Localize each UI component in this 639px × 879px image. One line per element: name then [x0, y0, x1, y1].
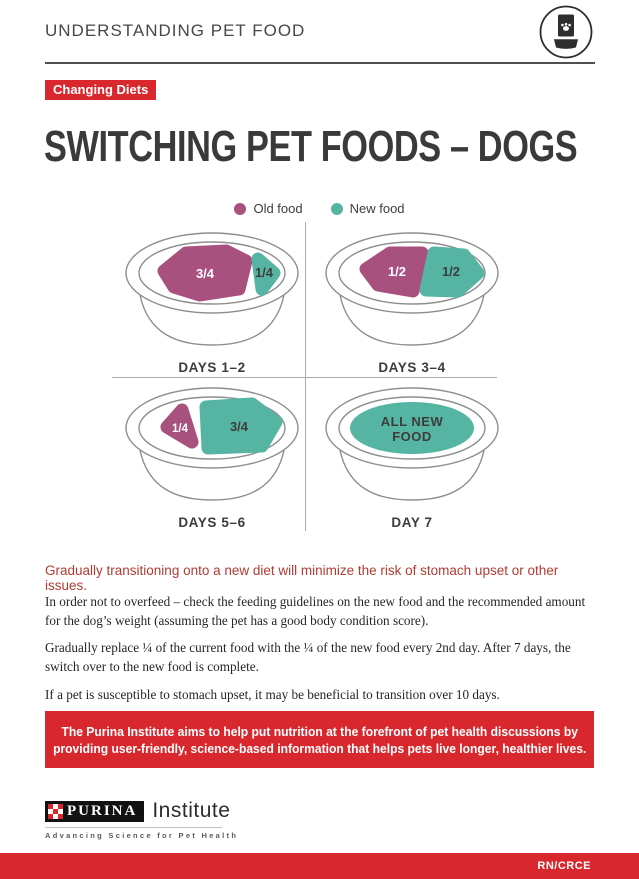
portion-label-old: 1/2: [388, 264, 406, 279]
purina-wordmark: PURINA: [45, 800, 145, 822]
callout-line-2: providing user-friendly, science-based i…: [52, 740, 587, 756]
portion-label-new: 1/2: [442, 264, 460, 279]
pet-food-bag-bowl-icon: [538, 4, 594, 65]
old-food-dot-icon: [234, 202, 247, 215]
bowl-illustration: ALL NEW FOOD: [325, 386, 499, 501]
legend-old-label: Old food: [253, 201, 303, 216]
logo-divider: [45, 827, 222, 828]
paragraph-3: If a pet is susceptible to stomach upset…: [45, 686, 500, 702]
section-badge: Changing Diets: [45, 80, 157, 100]
bowl-illustration: 1/2 1/2: [325, 232, 499, 346]
header-divider: [45, 62, 595, 64]
portion-label-all-new-2: FOOD: [392, 429, 432, 444]
paragraph-1: In order not to overfeed – check the fee…: [45, 594, 586, 628]
legend-new-label: New food: [349, 201, 405, 216]
bowl-caption: DAYS 3–4: [378, 360, 446, 375]
highlight-sentence: Gradually transitioning onto a new diet …: [45, 563, 559, 593]
footer-bar: RN/CRCE: [0, 853, 639, 879]
bowl-days-1-2: 3/4 1/4 DAYS 1–2: [112, 222, 312, 377]
bowl-diagram-grid: 3/4 1/4 DAYS 1–2 1/2 1/2 DAYS 3–4: [112, 222, 499, 532]
footer-code: RN/CRCE: [537, 860, 591, 872]
page-title: SWITCHING PET FOODS – DOGS: [44, 122, 578, 171]
portion-label-old: 1/4: [172, 423, 189, 435]
brand-tagline: Advancing Science for Pet Health: [45, 831, 239, 840]
brand-name: PURINA: [67, 802, 138, 819]
grid-horizontal-divider: [112, 376, 497, 378]
legend-item-new-food: New food: [330, 201, 405, 216]
brand-suffix: Institute: [152, 799, 231, 822]
bowl-day-7: ALL NEW FOOD DAY 7: [312, 377, 512, 532]
bowl-illustration: 1/4 3/4: [125, 386, 299, 501]
legend-item-old-food: Old food: [234, 201, 303, 216]
mission-callout-box: The Purina Institute aims to help put nu…: [45, 711, 594, 768]
paragraph-2: Gradually replace ¼ of the current food …: [45, 640, 571, 675]
portion-label-new: 3/4: [230, 419, 249, 434]
legend: Old food New food: [0, 201, 639, 216]
portion-label-all-new-1: ALL NEW: [381, 414, 444, 429]
header-title: UNDERSTANDING PET FOOD: [45, 21, 306, 40]
bowl-caption: DAY 7: [391, 514, 433, 530]
new-food-dot-icon: [330, 202, 343, 215]
callout-line-1: The Purina Institute aims to help put nu…: [61, 723, 578, 739]
purina-checkerboard-icon: [48, 803, 63, 819]
bowl-days-3-4: 1/2 1/2 DAYS 3–4: [312, 222, 512, 377]
bowl-illustration: 3/4 1/4: [125, 232, 299, 346]
purina-institute-logo: PURINA Institute Advancing Science for P…: [45, 799, 238, 840]
body-text: In order not to overfeed – check the fee…: [45, 593, 602, 714]
portion-label-new: 1/4: [255, 265, 274, 280]
bowl-caption: DAYS 1–2: [178, 360, 246, 375]
bowl-caption: DAYS 5–6: [178, 514, 246, 530]
portion-label-old: 3/4: [196, 266, 215, 281]
bowl-days-5-6: 1/4 3/4 DAYS 5–6: [112, 377, 312, 532]
